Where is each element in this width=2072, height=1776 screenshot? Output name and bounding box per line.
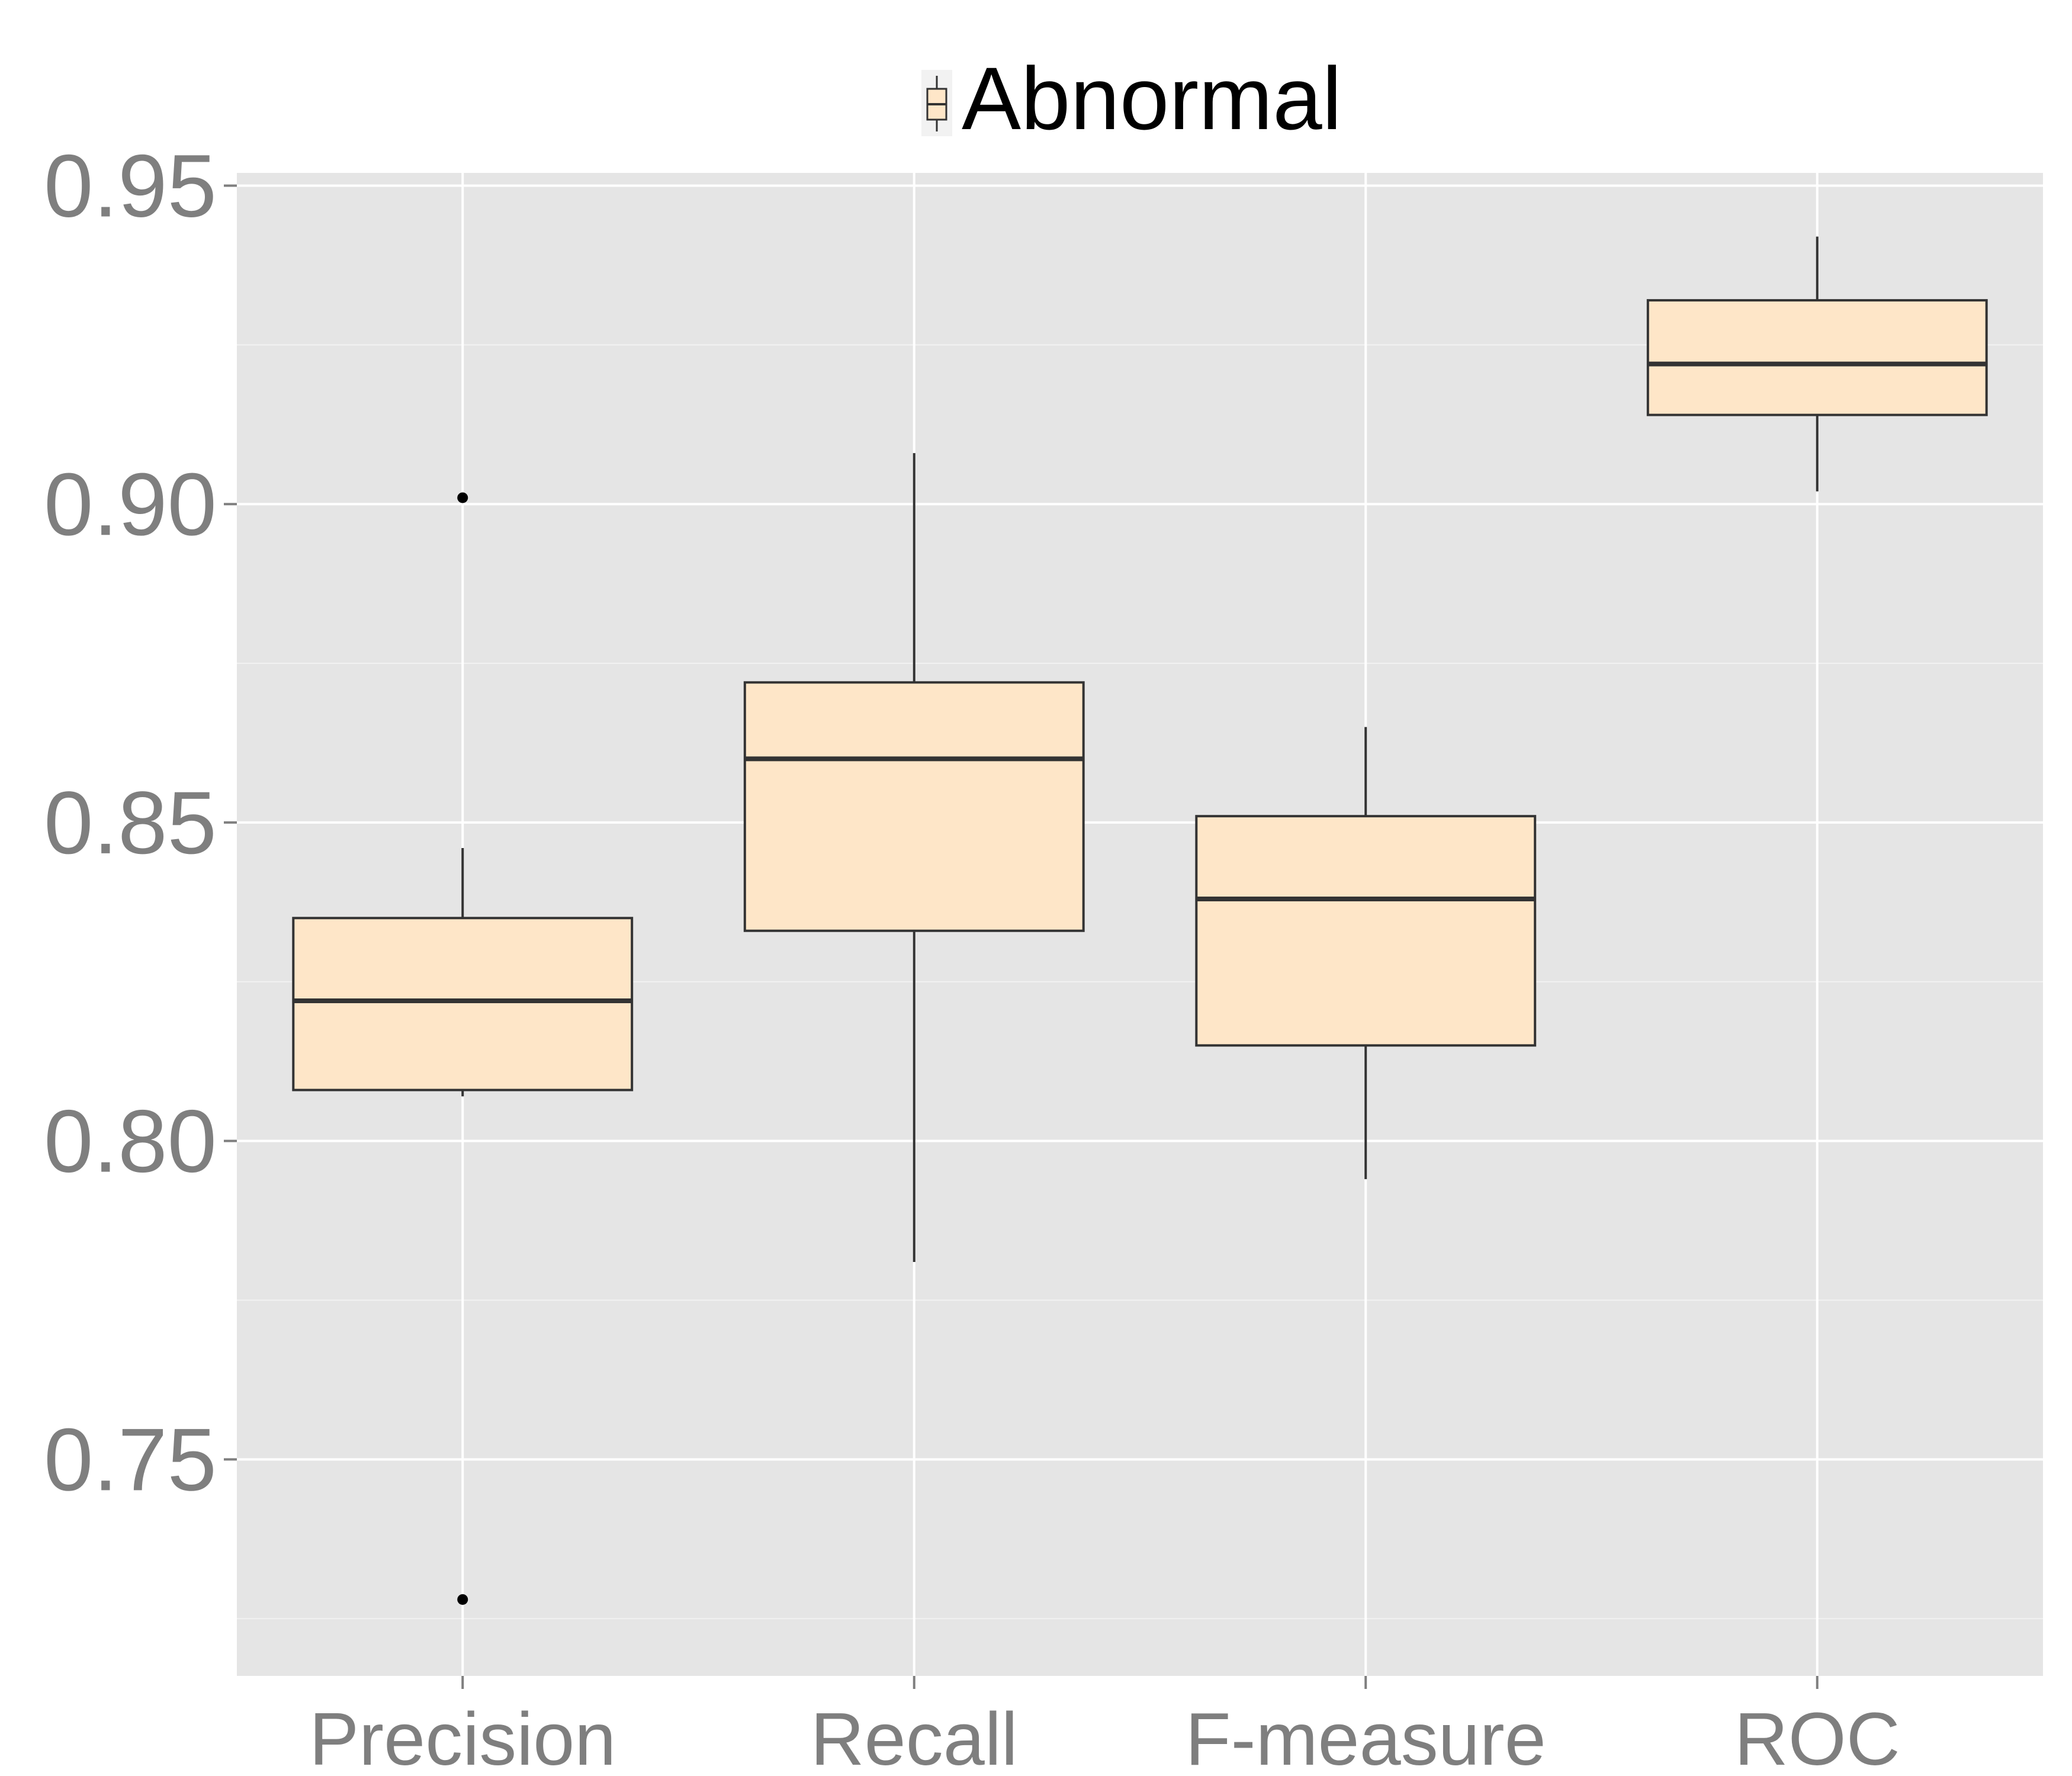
minor-gridlines [237,344,2043,1620]
x-tick-label-precision: Precision [309,1697,616,1776]
box-roc [1646,236,1988,492]
box-f-measure [1195,727,1537,1180]
legend-label-abnormal: Abnormal [962,49,1342,148]
x-tick-label-roc: ROC [1734,1697,1900,1776]
legend: Abnormal [921,49,1342,148]
iqr-box-f-measure [1195,815,1537,1047]
outlier-point-precision-1 [457,492,468,503]
box-series-abnormal [292,236,1988,1605]
iqr-box-recall [743,681,1085,932]
box-recall [743,453,1085,1262]
y-tick-label-2: 0.80 [44,1091,217,1191]
iqr-box-roc [1646,299,1988,416]
iqr-box-precision [292,917,634,1091]
y-tick-label-1: 0.75 [44,1409,217,1509]
outlier-point-precision-2 [457,1594,468,1605]
x-tick-label-f-measure: F-measure [1186,1697,1546,1776]
y-axis: 0.75 0.80 0.85 0.90 0.95 [44,136,237,1509]
x-axis: Precision Recall F-measure ROC [309,1676,1900,1776]
box-precision [292,492,634,1605]
y-tick-label-5: 0.95 [44,136,217,236]
x-tick-label-recall: Recall [811,1697,1018,1776]
y-tick-label-3: 0.85 [44,773,217,872]
y-tick-label-4: 0.90 [44,454,217,554]
